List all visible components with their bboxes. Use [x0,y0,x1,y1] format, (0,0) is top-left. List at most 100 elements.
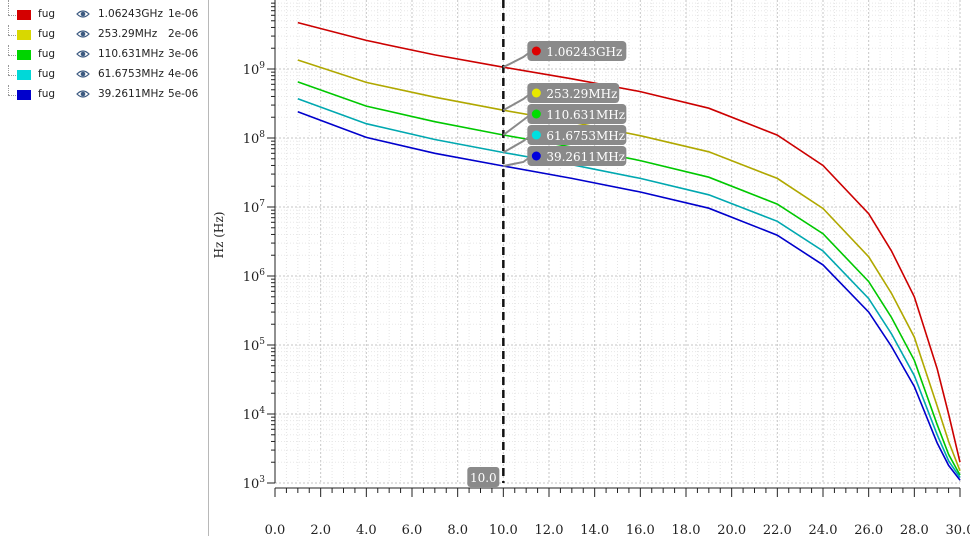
color-swatch[interactable] [17,70,31,80]
signal-name: fug [38,28,56,40]
signal-name: fug [38,8,56,20]
marker-leader [502,113,532,136]
cursor-value: 110.631MHz [98,48,164,60]
y-tick-base: 10 [243,408,260,423]
marker-dot [531,109,541,119]
x-tick-label: 4.0 [356,523,377,536]
y-tick-exponent: 7 [259,199,265,209]
marker-label-box [527,83,620,103]
marker-label: 1.06243GHz [546,45,622,59]
y-tick-label: 108 [243,130,266,147]
eye-icon[interactable] [76,69,90,82]
legend-panel: fug 1.06243GHz 1e-06 fug 253.29MHz 2e-06 fug 11… [0,0,209,536]
marker-dot [531,88,541,98]
cursor-value-box [467,467,500,487]
y-tick-base: 10 [243,270,260,285]
x-tick-label: 14.0 [580,523,609,536]
marker-dot [531,151,541,161]
x-tick-label: 12.0 [535,523,564,536]
marker-label: 253.29MHz [546,87,617,101]
legend-row[interactable]: fug 61.6753MHz 4e-06 [0,65,208,85]
eye-icon[interactable] [76,49,90,62]
x-tick-label: 24.0 [809,523,838,536]
tree-branch [8,55,16,56]
param-value: 5e-06 [168,88,199,100]
y-tick-label: 107 [243,199,266,216]
color-swatch[interactable] [17,10,31,20]
y-tick-label: 105 [243,337,266,354]
series-line [297,111,961,481]
y-tick-label: 109 [243,61,266,78]
signal-name: fug [38,68,56,80]
y-axis-label: Hz (Hz) [212,212,226,259]
color-swatch[interactable] [17,50,31,60]
legend-row[interactable]: fug 110.631MHz 3e-06 [0,45,208,65]
marker-leader [502,50,532,69]
tree-branch [8,15,16,16]
y-tick-exponent: 4 [259,406,265,416]
marker-label-box [527,125,627,145]
legend-row[interactable]: fug 1.06243GHz 1e-06 [0,5,208,25]
signal-name: fug [38,88,56,100]
x-tick-label: 30.0 [946,523,970,536]
y-tick-label: 104 [243,406,266,423]
marker-label: 39.2611MHz [546,150,625,164]
tree-line [8,65,10,75]
x-tick-label: 22.0 [763,523,792,536]
y-tick-exponent: 3 [259,475,265,485]
x-tick-label: 8.0 [447,523,468,536]
legend-row[interactable]: fug 253.29MHz 2e-06 [0,25,208,45]
cursor-value: 61.6753MHz [98,68,164,80]
y-tick-base: 10 [243,201,260,216]
eye-icon[interactable] [76,9,90,22]
tree-branch [8,75,16,76]
y-tick-exponent: 9 [259,61,265,71]
x-tick-label: 26.0 [854,523,883,536]
series-line [297,81,961,476]
tree-line [8,85,10,95]
cursor-value: 1.06243GHz [98,8,163,20]
y-tick-base: 10 [243,63,260,78]
marker-dot [531,130,541,140]
x-tick-label: 2.0 [310,523,331,536]
eye-icon[interactable] [76,89,90,102]
marker-dot [531,46,541,56]
plot-area[interactable]: 103 104 105 106 107 108 109 0.0 2.0 4.0 6.0 8.0 10.0… [209,0,970,538]
series-line [297,98,961,478]
x-tick-label: 0.0 [265,523,286,536]
cursor-value-label: 10.0 [470,471,497,485]
tree-line [8,5,10,15]
y-tick-label: 106 [243,268,266,285]
param-value: 1e-06 [168,8,199,20]
tree-line [8,45,10,55]
tree-branch [8,35,16,36]
marker-label-box [527,41,627,61]
tree-line [8,25,10,35]
y-tick-exponent: 5 [259,337,265,347]
marker-leader [502,92,532,112]
y-tick-exponent: 8 [259,130,265,140]
legend-row[interactable]: fug 39.2611MHz 5e-06 [0,85,208,105]
y-tick-exponent: 6 [259,268,265,278]
y-tick-label: 103 [243,475,266,492]
param-value: 2e-06 [168,28,199,40]
x-tick-label: 6.0 [402,523,423,536]
signal-name: fug [38,48,56,60]
y-tick-base: 10 [243,477,260,492]
marker-label: 110.631MHz [546,108,625,122]
marker-label: 61.6753MHz [546,129,625,143]
tree-branch [8,95,16,96]
y-tick-base: 10 [243,132,260,147]
marker-label-box [527,146,627,166]
param-value: 4e-06 [168,68,199,80]
color-swatch[interactable] [17,90,31,100]
x-tick-label: 10.0 [489,523,518,536]
x-tick-label: 18.0 [672,523,701,536]
eye-icon[interactable] [76,29,90,42]
series-line [297,21,961,463]
series-line [297,59,961,472]
tree-connector [8,0,10,6]
x-tick-label: 16.0 [626,523,655,536]
color-swatch[interactable] [17,30,31,40]
